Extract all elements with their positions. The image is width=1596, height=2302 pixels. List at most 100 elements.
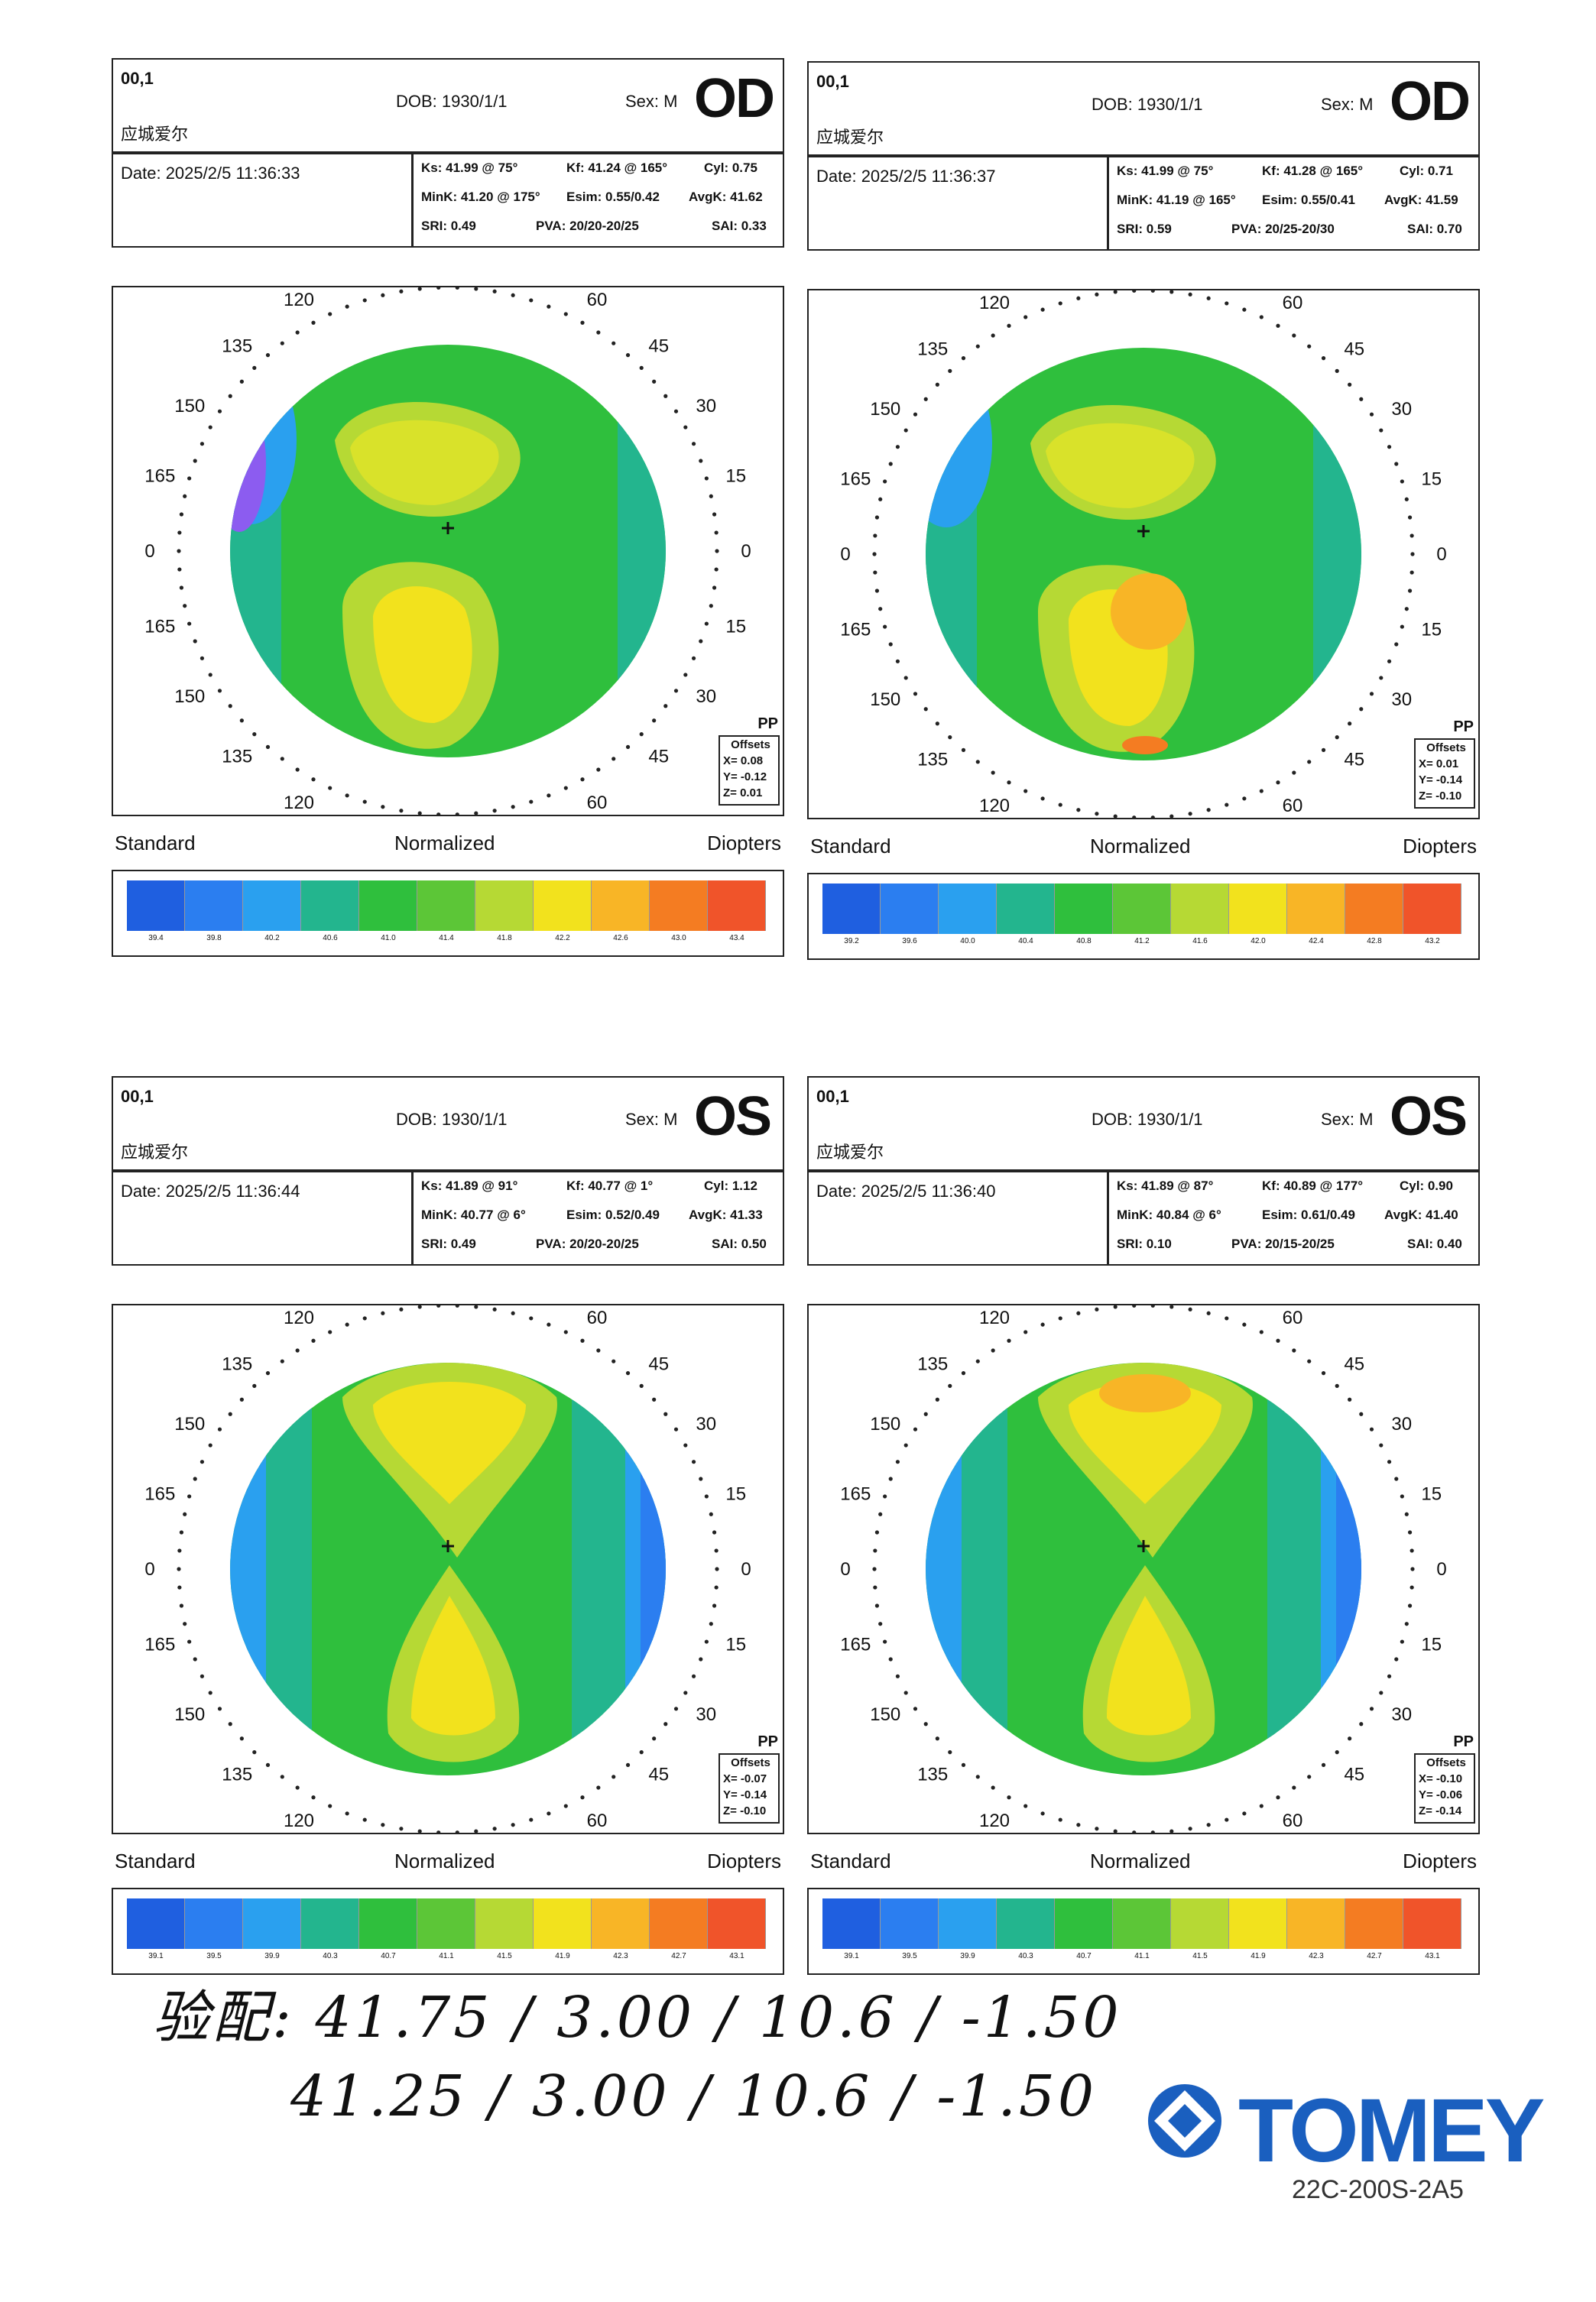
scale-tick: 43.2 bbox=[1425, 937, 1440, 945]
ring-dot bbox=[474, 811, 478, 815]
ring-dot bbox=[563, 312, 568, 316]
ring-dot bbox=[177, 1548, 182, 1553]
avgk-value: AvgK: 41.33 bbox=[689, 1208, 763, 1222]
ring-dot bbox=[265, 1762, 271, 1767]
angle-label: 120 bbox=[284, 793, 314, 813]
ring-dot bbox=[399, 1827, 404, 1831]
ring-dot bbox=[683, 673, 688, 677]
ring-dot bbox=[673, 1707, 679, 1711]
ring-dot bbox=[913, 1707, 918, 1711]
ring-dot bbox=[311, 1795, 316, 1800]
ring-dot bbox=[1095, 1307, 1099, 1311]
ring-dot bbox=[1113, 1829, 1118, 1833]
offset-y: Y= -0.12 bbox=[723, 770, 767, 783]
ring-dot bbox=[265, 744, 271, 749]
ring-dot bbox=[948, 1750, 952, 1755]
ring-dot bbox=[991, 1785, 995, 1790]
angle-label: 135 bbox=[917, 1765, 948, 1785]
ring-dot bbox=[295, 767, 300, 772]
ring-dot bbox=[193, 459, 197, 463]
offset-x: X= -0.10 bbox=[1419, 1772, 1463, 1785]
angle-label: 60 bbox=[1283, 796, 1303, 816]
ring-dot bbox=[362, 298, 367, 303]
ring-dot bbox=[474, 1305, 478, 1309]
corneal-map: 0153045607590105120135150165016515013512… bbox=[112, 1304, 784, 1834]
ring-dot bbox=[1076, 1311, 1081, 1315]
angle-label: 120 bbox=[979, 1811, 1010, 1831]
ring-dot bbox=[492, 289, 497, 293]
sai-value: SAI: 0.50 bbox=[712, 1237, 767, 1251]
ring-dot bbox=[1169, 814, 1174, 818]
ring-dot bbox=[712, 1530, 717, 1535]
scale-swatch bbox=[1287, 884, 1345, 934]
ring-dot bbox=[455, 1830, 459, 1833]
ring-dot bbox=[883, 1494, 887, 1499]
angle-label: 0 bbox=[1436, 1559, 1446, 1580]
cyl-value: Cyl: 0.90 bbox=[1400, 1179, 1453, 1193]
sri-value: SRI: 0.49 bbox=[421, 219, 476, 233]
brand-name: TOMEY bbox=[1238, 2080, 1545, 2181]
corneal-map: 0153045607590105120135150165016515013512… bbox=[112, 286, 784, 816]
diopters-label: Diopters bbox=[1403, 1850, 1477, 1872]
ring-dot bbox=[381, 1823, 385, 1827]
ring-dot bbox=[1225, 301, 1229, 306]
ring-dot bbox=[208, 673, 212, 677]
eye-label: OD bbox=[694, 68, 775, 129]
ring-dot bbox=[1095, 1827, 1099, 1831]
ring-dot bbox=[1394, 1657, 1399, 1662]
ring-dot bbox=[712, 585, 717, 590]
ring-dot bbox=[888, 642, 893, 647]
ring-dot bbox=[200, 1460, 205, 1464]
ring-dot bbox=[961, 356, 966, 361]
angle-label: 45 bbox=[648, 1765, 669, 1785]
scale-swatch bbox=[881, 884, 939, 934]
ring-dot bbox=[436, 1830, 441, 1833]
ring-dot bbox=[1400, 624, 1404, 629]
scale-swatch bbox=[939, 884, 997, 934]
ring-dot bbox=[691, 1460, 696, 1464]
ring-dot bbox=[1206, 808, 1211, 812]
corneal-map-svg: 0153045607590105120135150165016515013512… bbox=[144, 287, 751, 815]
ring-dot bbox=[547, 304, 551, 309]
map-disc bbox=[230, 345, 666, 757]
ring-dot bbox=[948, 1383, 952, 1388]
ring-dot bbox=[217, 1427, 222, 1431]
ring-dot bbox=[187, 621, 192, 626]
ring-dot bbox=[295, 1348, 300, 1353]
ring-dot bbox=[228, 1412, 232, 1416]
scale-tick: 39.5 bbox=[902, 1952, 917, 1960]
k-values: Ks: 41.89 @ 87° Kf: 40.89 @ 177° Cyl: 0.… bbox=[1107, 1172, 1481, 1264]
ring-dot bbox=[625, 353, 631, 358]
ring-dot bbox=[1225, 1316, 1229, 1321]
ring-dot bbox=[704, 1494, 709, 1499]
ring-dot bbox=[1400, 479, 1404, 484]
kf-value: Kf: 41.24 @ 165° bbox=[566, 160, 668, 175]
ring-dot bbox=[1348, 382, 1352, 387]
ring-dot bbox=[709, 494, 713, 498]
offsets-title: Offsets bbox=[731, 738, 770, 751]
angle-label: 120 bbox=[979, 796, 1010, 816]
corneal-map-svg: 0153045607590105120135150165016515013512… bbox=[144, 1305, 751, 1833]
ring-dot bbox=[903, 428, 908, 433]
center-cross-icon bbox=[442, 1540, 454, 1552]
ring-dot bbox=[639, 1750, 644, 1755]
ring-dot bbox=[187, 1494, 192, 1499]
ring-dot bbox=[193, 639, 197, 644]
scale-swatch bbox=[939, 1898, 997, 1949]
scale-swatch bbox=[1345, 884, 1403, 934]
ring-dot bbox=[1023, 1804, 1028, 1808]
dob: DOB: 1930/1/1 bbox=[1092, 1110, 1203, 1129]
scale-tick: 40.2 bbox=[264, 934, 280, 942]
angle-label: 15 bbox=[1421, 469, 1442, 490]
ring-dot bbox=[183, 1622, 187, 1626]
ring-dot bbox=[873, 570, 877, 575]
keratometry-header: Date: 2025/2/5 11:36:37 Ks: 41.99 @ 75° … bbox=[807, 156, 1480, 251]
ring-dot bbox=[883, 1639, 887, 1644]
ring-dot bbox=[1292, 1785, 1296, 1790]
k-values: Ks: 41.99 @ 75° Kf: 41.28 @ 165° Cyl: 0.… bbox=[1107, 157, 1481, 249]
ring-dot bbox=[208, 1691, 212, 1695]
scale-swatch bbox=[997, 884, 1055, 934]
scale-tick: 42.3 bbox=[613, 1952, 628, 1960]
ring-dot bbox=[1409, 570, 1414, 575]
ring-dot bbox=[975, 344, 980, 349]
